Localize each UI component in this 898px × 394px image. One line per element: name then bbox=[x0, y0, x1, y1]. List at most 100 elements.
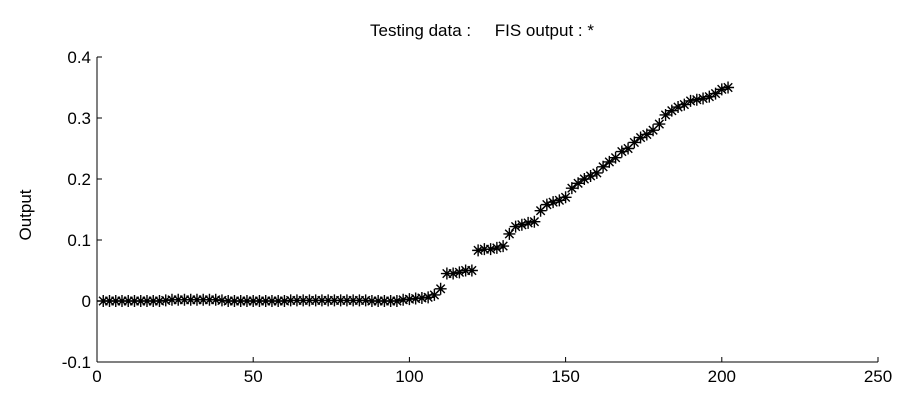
data-point bbox=[134, 295, 147, 307]
data-point bbox=[297, 294, 310, 307]
data-point bbox=[290, 294, 303, 307]
data-point bbox=[272, 295, 285, 307]
data-point bbox=[509, 220, 522, 233]
y-tick-label: 0.1 bbox=[67, 231, 91, 250]
data-point bbox=[540, 198, 553, 211]
data-point bbox=[147, 295, 160, 307]
data-series bbox=[97, 81, 735, 307]
axes bbox=[96, 57, 878, 363]
data-point bbox=[115, 295, 128, 307]
data-point bbox=[703, 90, 716, 103]
data-point bbox=[228, 295, 241, 307]
data-point bbox=[397, 293, 410, 306]
data-point bbox=[690, 93, 703, 106]
data-point bbox=[434, 282, 447, 295]
data-point bbox=[172, 293, 185, 306]
y-axis-label: Output bbox=[16, 189, 35, 240]
data-point bbox=[547, 196, 560, 209]
data-point bbox=[322, 294, 335, 307]
data-point bbox=[684, 94, 697, 107]
data-point bbox=[240, 295, 253, 307]
data-point bbox=[484, 243, 497, 256]
data-point bbox=[328, 294, 341, 307]
x-tick-label: 100 bbox=[395, 367, 423, 386]
data-point bbox=[259, 295, 272, 307]
y-tick-label: 0.3 bbox=[67, 109, 91, 128]
data-point bbox=[403, 293, 416, 306]
data-point bbox=[472, 244, 485, 257]
y-tick-label: -0.1 bbox=[62, 353, 91, 372]
data-point bbox=[153, 295, 166, 307]
data-point bbox=[478, 243, 491, 256]
data-point bbox=[565, 182, 578, 195]
data-point bbox=[515, 218, 528, 231]
data-point bbox=[309, 294, 322, 307]
data-point bbox=[453, 266, 466, 279]
data-point bbox=[390, 295, 403, 307]
data-point bbox=[465, 264, 478, 277]
data-point bbox=[278, 295, 291, 307]
x-tick-label: 150 bbox=[551, 367, 579, 386]
data-point bbox=[534, 204, 547, 217]
data-point bbox=[197, 293, 210, 306]
data-point bbox=[615, 145, 628, 158]
data-point bbox=[365, 295, 378, 307]
data-point bbox=[284, 294, 297, 307]
data-point bbox=[640, 128, 653, 141]
data-point bbox=[440, 267, 453, 280]
data-point bbox=[522, 216, 535, 229]
data-point bbox=[122, 295, 135, 307]
x-tick-label: 200 bbox=[708, 367, 736, 386]
data-point bbox=[253, 295, 266, 307]
data-point bbox=[409, 292, 422, 305]
data-point bbox=[603, 155, 616, 168]
data-point bbox=[372, 295, 385, 307]
data-point bbox=[634, 131, 647, 144]
data-point bbox=[140, 295, 153, 307]
data-point bbox=[497, 240, 510, 253]
data-point bbox=[340, 294, 353, 307]
data-point bbox=[459, 264, 472, 277]
data-point bbox=[647, 124, 660, 137]
data-point bbox=[653, 118, 666, 131]
data-point bbox=[578, 173, 591, 185]
data-point bbox=[178, 293, 191, 306]
data-point bbox=[184, 293, 197, 306]
data-point bbox=[215, 294, 228, 307]
data-point bbox=[559, 191, 572, 204]
data-point bbox=[190, 293, 203, 306]
x-tick-label: 50 bbox=[244, 367, 263, 386]
data-point bbox=[597, 160, 610, 173]
data-point bbox=[553, 194, 566, 207]
data-point bbox=[447, 267, 460, 280]
data-point bbox=[234, 295, 247, 307]
data-point bbox=[415, 291, 428, 304]
data-point bbox=[609, 151, 622, 164]
data-point bbox=[159, 294, 172, 307]
chart-title: Testing data : FIS output : * bbox=[370, 21, 594, 40]
data-point bbox=[697, 92, 710, 105]
data-point bbox=[672, 101, 685, 114]
y-tick-label: 0 bbox=[82, 292, 91, 311]
data-point bbox=[584, 169, 597, 182]
data-point bbox=[503, 227, 516, 240]
data-point bbox=[359, 294, 372, 307]
data-point bbox=[722, 81, 735, 94]
data-point bbox=[659, 108, 672, 121]
data-point bbox=[165, 293, 178, 306]
data-point bbox=[209, 293, 222, 306]
x-tick-label: 250 bbox=[864, 367, 892, 386]
data-point bbox=[528, 215, 541, 228]
data-point bbox=[378, 295, 391, 307]
data-point bbox=[665, 104, 678, 117]
data-point bbox=[678, 98, 691, 111]
data-point bbox=[265, 295, 278, 307]
data-point bbox=[103, 295, 116, 307]
data-point bbox=[334, 294, 347, 307]
data-point bbox=[590, 166, 603, 179]
x-tick-label: 0 bbox=[92, 367, 101, 386]
data-point bbox=[203, 293, 216, 306]
x-axis-ticks: 0 50 100 150 200 250 bbox=[92, 357, 892, 386]
y-tick-label: 0.2 bbox=[67, 170, 91, 189]
